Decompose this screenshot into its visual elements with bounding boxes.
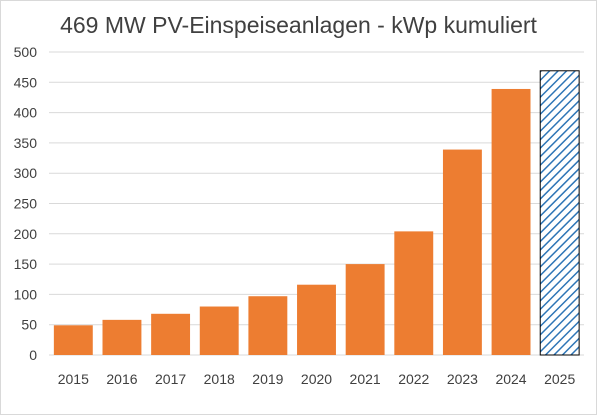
y-tick-label: 400 (14, 105, 38, 121)
y-tick-label: 300 (14, 165, 38, 181)
bar-2018 (199, 306, 239, 355)
x-tick-label: 2024 (495, 371, 526, 387)
x-tick-label: 2025 (544, 371, 575, 387)
chart-title: 469 MW PV-Einspeiseanlagen - kWp kumulie… (60, 12, 537, 38)
x-tick-label: 2018 (204, 371, 235, 387)
bar-2023 (442, 149, 482, 355)
x-tick-label: 2023 (447, 371, 478, 387)
y-tick-label: 350 (14, 135, 38, 151)
bar-2015 (53, 325, 93, 355)
x-tick-label: 2017 (155, 371, 186, 387)
bar-2025 (539, 70, 580, 356)
bar-2019 (248, 296, 288, 355)
y-tick-label: 200 (14, 226, 38, 242)
x-tick-label: 2022 (398, 371, 429, 387)
y-tick-label: 150 (14, 256, 38, 272)
bar-2020 (297, 284, 336, 355)
y-tick-label: 50 (21, 317, 37, 333)
y-tick-label: 0 (29, 347, 37, 363)
bar-2016 (102, 319, 142, 355)
y-tick-label: 250 (14, 196, 38, 212)
x-tick-label: 2016 (106, 371, 137, 387)
x-tick-label: 2021 (350, 371, 381, 387)
bar-2022 (394, 231, 434, 355)
bar-2021 (345, 264, 385, 355)
x-tick-label: 2020 (301, 371, 332, 387)
y-tick-label: 450 (14, 74, 38, 90)
bar-2024 (491, 88, 531, 355)
y-tick-label: 100 (14, 286, 38, 302)
y-tick-label: 500 (14, 44, 38, 60)
x-tick-label: 2015 (58, 371, 89, 387)
bar-2017 (151, 313, 191, 355)
x-tick-label: 2019 (252, 371, 283, 387)
